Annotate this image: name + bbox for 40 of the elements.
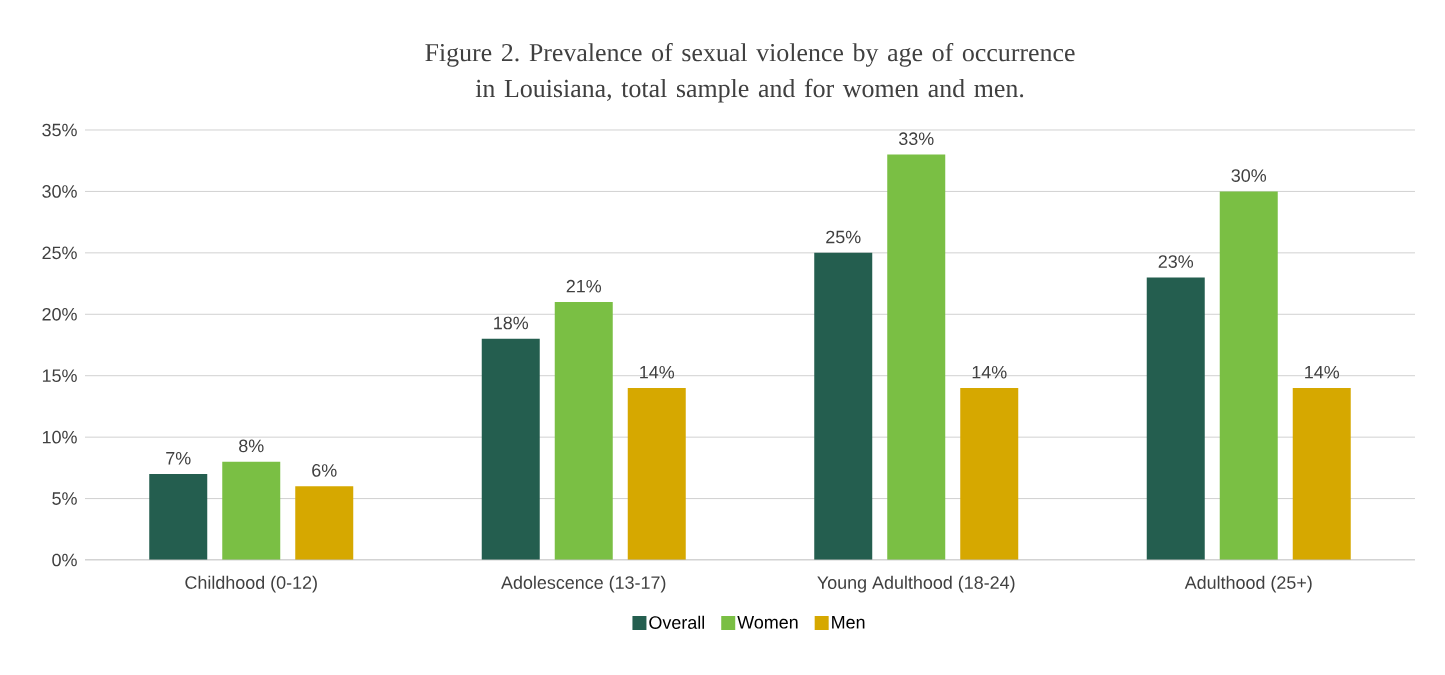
bar (1292, 388, 1351, 560)
bar (887, 154, 946, 560)
x-tick-label: Childhood (0-12) (185, 575, 317, 593)
y-tick-label: 20% (42, 307, 77, 321)
data-label: 21% (566, 279, 602, 293)
y-tick-label: 25% (42, 246, 77, 260)
bar (295, 486, 354, 560)
y-tick-label: 10% (42, 430, 77, 444)
bar (627, 388, 686, 560)
legend-label: Overall (649, 615, 705, 629)
bar (149, 474, 208, 560)
data-label: 14% (640, 365, 675, 379)
y-tick-label: 0% (52, 553, 77, 567)
legend-label: Men (832, 616, 865, 629)
bar (481, 338, 540, 560)
data-label: 14% (1305, 365, 1340, 379)
y-tick-label: 15% (42, 369, 77, 383)
data-label: 7% (166, 451, 191, 465)
data-label: 23% (1158, 255, 1194, 268)
data-label: 14% (972, 365, 1007, 379)
data-label: 8% (239, 439, 264, 453)
bar (554, 302, 613, 560)
x-tick-label: Adolescence (13-17) (501, 575, 666, 593)
bar (960, 388, 1019, 560)
bar (1146, 277, 1205, 560)
x-tick-label: Young Adulthood (18-24) (817, 575, 1015, 593)
y-tick-label: 35% (42, 123, 77, 137)
bar (1219, 191, 1278, 560)
bar (222, 461, 281, 560)
data-label: 30% (1231, 169, 1267, 182)
legend-label: Women (737, 616, 798, 629)
x-tick-label: Adulthood (25+) (1184, 575, 1312, 593)
y-tick-label: 30% (42, 185, 77, 198)
data-label: 18% (494, 316, 529, 330)
data-label: 25% (826, 230, 861, 244)
bar (814, 252, 873, 560)
y-tick-label: 5% (52, 492, 77, 505)
data-label: 33% (898, 132, 934, 146)
data-label: 6% (312, 464, 337, 477)
chart-title: Figure 2. Prevalence of sexual violence by age of occurrence in Louisiana, total sample and for women and men. (425, 42, 1075, 103)
